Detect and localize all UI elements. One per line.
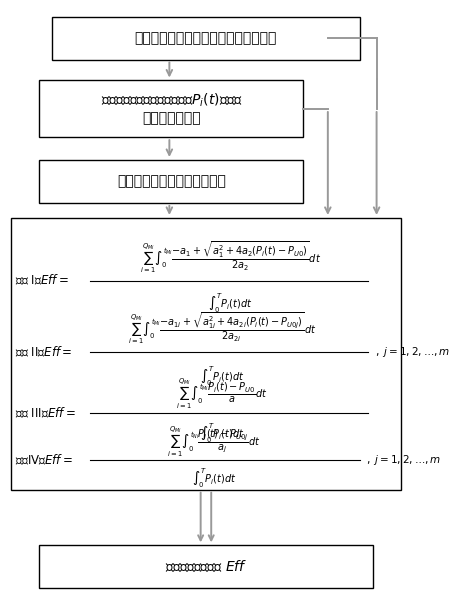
Text: $\sum_{i=1}^{Q_{Mi}}\int_0^{t_{Mi}}\dfrac{-a_{1i}+\sqrt{a_{1i}^2+4a_{2i}(P_i(t)-: $\sum_{i=1}^{Q_{Mi}}\int_0^{t_{Mi}}\dfra… [128,311,316,346]
FancyBboxPatch shape [39,80,303,137]
Text: 模型 I：$\mathit{Eff}=$: 模型 I：$\mathit{Eff}=$ [15,273,69,288]
Text: 模型 II：$\mathit{Eff}=$: 模型 II：$\mathit{Eff}=$ [15,345,72,359]
Text: $\int_0^{T} P_i(t)dt$: $\int_0^{T} P_i(t)dt$ [200,421,244,445]
Text: 模型IV：$\mathit{Eff}=$: 模型IV：$\mathit{Eff}=$ [15,453,73,467]
Text: $\sum_{i=1}^{Q_{Mi}}\int_0^{t_{Ni}}\dfrac{P_i(t)-P_{U0j}}{a_j}dt$: $\sum_{i=1}^{Q_{Mi}}\int_0^{t_{Ni}}\dfra… [167,425,261,459]
Text: $\sum_{i=1}^{Q_{Mi}}\int_0^{t_{Mi}}\dfrac{P_i(t)-P_{U0}}{a}dt$: $\sum_{i=1}^{Q_{Mi}}\int_0^{t_{Mi}}\dfra… [176,377,268,411]
Text: 计算得到能量效率 $\mathit{Eff}$: 计算得到能量效率 $\mathit{Eff}$ [165,559,247,575]
Text: $\sum_{i=1}^{Q_{Mi}}\int_0^{t_{Mi}}\dfrac{-a_1+\sqrt{a_1^2+4a_2(P_i(t)-P_{U0})}}: $\sum_{i=1}^{Q_{Mi}}\int_0^{t_{Mi}}\dfra… [140,239,321,274]
FancyBboxPatch shape [39,160,303,203]
FancyBboxPatch shape [39,545,372,589]
Text: $\int_0^{T} P_i(t)dt$: $\int_0^{T} P_i(t)dt$ [192,466,236,490]
Text: $,\ j=1,2,\ldots,m$: $,\ j=1,2,\ldots,m$ [367,453,441,467]
Text: $,\ j=1,2,\ldots,m$: $,\ j=1,2,\ldots,m$ [375,346,450,359]
Text: 模型 III：$\mathit{Eff}=$: 模型 III：$\mathit{Eff}=$ [15,406,75,420]
FancyBboxPatch shape [52,16,360,60]
Text: 记录机床主传动系统输入功率$P_i(t)$的过程
数据或过程曲线: 记录机床主传动系统输入功率$P_i(t)$的过程 数据或过程曲线 [101,92,242,125]
Text: $\int_0^{T} P_i(t)dt$: $\int_0^{T} P_i(t)dt$ [208,291,253,315]
FancyBboxPatch shape [11,218,401,490]
Text: 对机床运行过程进行时段划分: 对机床运行过程进行时段划分 [117,174,226,188]
Text: 基础函数和基础系数的一次性前期准备: 基础函数和基础系数的一次性前期准备 [135,31,277,45]
Text: $\int_0^{T} P_i(t)dt$: $\int_0^{T} P_i(t)dt$ [200,364,244,388]
